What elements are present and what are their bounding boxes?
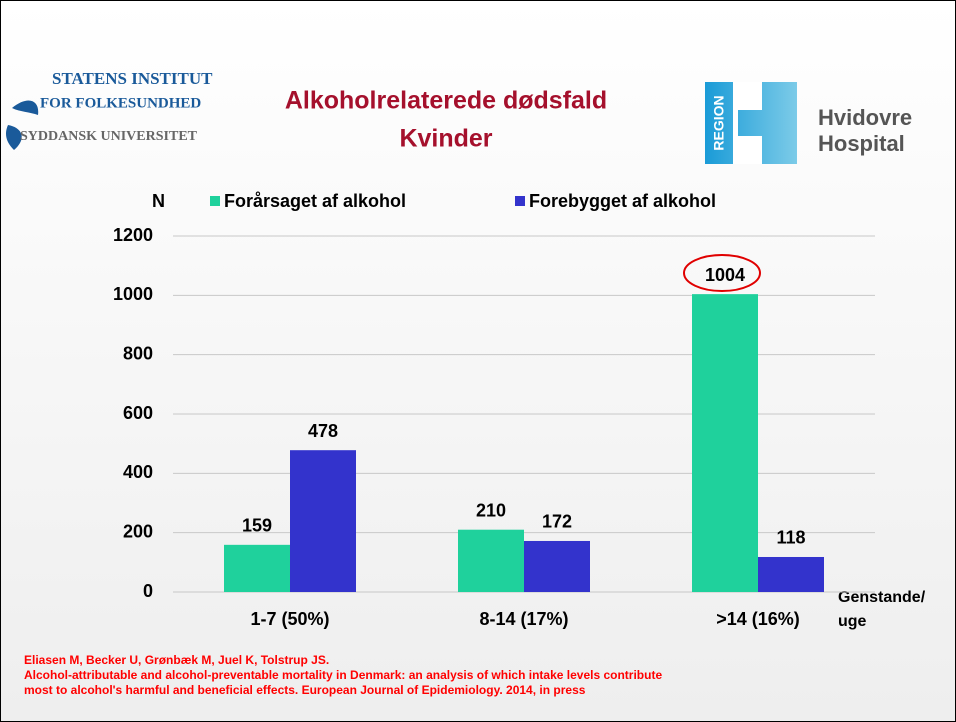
y-tick-label: 1000 <box>113 284 153 304</box>
data-label: 159 <box>242 516 272 536</box>
y-axis-label: N <box>152 191 165 211</box>
bar <box>758 556 824 592</box>
data-label: 172 <box>542 512 572 532</box>
hospital-name: Hospital <box>818 131 905 156</box>
highlight-circle <box>683 254 761 292</box>
data-label: 478 <box>308 421 338 441</box>
data-label: 210 <box>476 500 506 520</box>
bar <box>524 540 590 592</box>
y-tick-label: 800 <box>123 343 153 363</box>
x-tick-label: >14 (16%) <box>716 609 800 629</box>
legend-label: Forebygget af alkohol <box>529 191 716 211</box>
x-tick-label: 8-14 (17%) <box>479 609 568 629</box>
x-tick-label: 1-7 (50%) <box>250 609 329 629</box>
chart-title: Kvinder <box>399 125 492 153</box>
citation: Eliasen M, Becker U, Grønbæk M, Juel K, … <box>24 653 329 667</box>
university-name: SYDDANSK UNIVERSITET <box>20 129 198 144</box>
x-axis-label: uge <box>838 613 867 630</box>
region-logo-gap <box>738 136 762 164</box>
region-logo-gap <box>733 82 738 164</box>
chart: 0 200 400 600 800 1000 1200 Forårsaget af alkoh… <box>113 191 875 629</box>
region-label: REGION <box>711 95 727 150</box>
citation: most to alcohol's harmful and beneficial… <box>24 683 586 697</box>
data-label: 118 <box>776 528 805 548</box>
hospital-name: Hvidovre <box>818 105 912 130</box>
bar <box>458 529 524 592</box>
y-tick-label: 600 <box>123 403 153 423</box>
legend-swatch <box>210 196 220 206</box>
y-tick-label: 400 <box>123 462 153 482</box>
bar <box>692 294 758 592</box>
y-tick-label: 200 <box>123 521 153 541</box>
bar <box>290 450 356 592</box>
institute-icon <box>6 100 39 150</box>
legend-swatch <box>515 196 525 206</box>
x-axis-label: Genstande/ <box>838 589 926 606</box>
institute-name: FOR FOLKESUNDHED <box>40 95 201 111</box>
y-tick-label: 1200 <box>113 225 153 245</box>
institute-name: STATENS INSTITUT <box>52 69 213 88</box>
bar <box>224 544 290 592</box>
region-logo-gap <box>738 82 762 110</box>
legend-label: Forårsaget af alkohol <box>224 191 406 211</box>
y-tick-label: 0 <box>143 581 153 601</box>
chart-title: Alkoholrelaterede dødsfald <box>285 87 607 115</box>
data-label: 1004 <box>705 265 745 285</box>
citation: Alcohol-attributable and alcohol-prevent… <box>24 668 662 682</box>
